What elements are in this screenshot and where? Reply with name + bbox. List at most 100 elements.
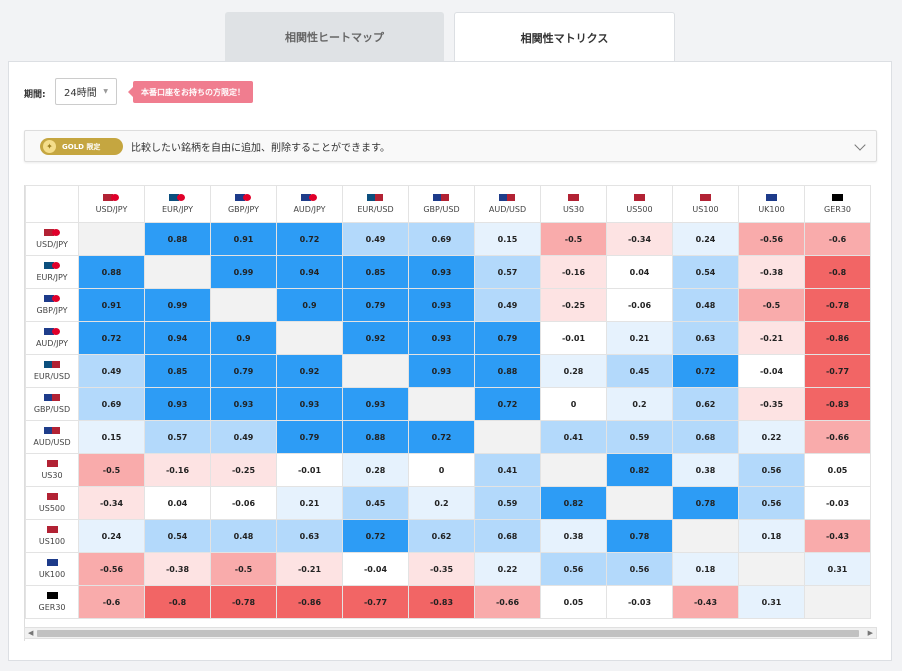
correlation-cell: -0.16 — [540, 255, 607, 289]
correlation-cell: 0.41 — [474, 453, 541, 487]
symbol-label: EUR/JPY — [36, 273, 68, 282]
correlation-cell: -0.21 — [738, 321, 805, 355]
flag-icon — [697, 194, 714, 202]
correlation-cell: -0.38 — [738, 255, 805, 289]
correlation-cell: -0.8 — [144, 585, 211, 619]
gold-feature-bar[interactable]: ✦ GOLD 限定 比較したい銘柄を自由に追加、削除することができます。 — [24, 130, 877, 162]
correlation-cell: 0.18 — [672, 552, 739, 586]
tab-matrix[interactable]: 相関性マトリクス — [454, 12, 675, 62]
tab-heatmap[interactable]: 相関性ヒートマップ — [225, 12, 444, 61]
symbol-label: EUR/USD — [357, 205, 394, 214]
correlation-cell: 0.18 — [738, 519, 805, 553]
column-header: US500 — [606, 185, 673, 223]
period-select[interactable]: 24時間 ▼ — [55, 78, 117, 105]
correlation-cell: 0.49 — [342, 222, 409, 256]
correlation-cell: -0.06 — [606, 288, 673, 322]
table-row: USD/JPY 0.88 0.91 0.72 0.49 0.69 0.15 -0.5 -0.34… — [25, 222, 871, 256]
column-header: AUD/JPY — [276, 185, 343, 223]
scroll-right-icon[interactable]: ▶ — [867, 629, 873, 637]
correlation-cell: 0.49 — [210, 420, 277, 454]
symbol-label: UK100 — [38, 570, 66, 579]
correlation-cell: -0.5 — [738, 288, 805, 322]
diagonal-cell — [210, 288, 277, 322]
scroll-left-icon[interactable]: ◀ — [28, 629, 34, 637]
table-row: AUD/USD 0.15 0.57 0.49 0.79 0.88 0.72 0.41 0.59 0… — [25, 420, 871, 454]
diagonal-cell — [672, 519, 739, 553]
flag-icon — [44, 526, 61, 534]
correlation-cell: 0.45 — [606, 354, 673, 388]
correlation-cell: 0.45 — [342, 486, 409, 520]
table-row: EUR/JPY 0.88 0.99 0.94 0.85 0.93 0.57 -0.16 0.04… — [25, 255, 871, 289]
correlation-cell: 0.48 — [672, 288, 739, 322]
table-row: GBP/USD 0.69 0.93 0.93 0.93 0.93 0.72 0 0.2 0.62-… — [25, 387, 871, 421]
correlation-cell: -0.83 — [408, 585, 475, 619]
correlation-cell: 0.63 — [672, 321, 739, 355]
correlation-cell: -0.01 — [540, 321, 607, 355]
correlation-cell: 0.9 — [210, 321, 277, 355]
row-header: UK100 — [25, 552, 79, 586]
diagonal-cell — [738, 552, 805, 586]
gold-badge: ✦ GOLD 限定 — [40, 138, 123, 155]
correlation-cell: 0.69 — [78, 387, 145, 421]
flag-icon — [631, 194, 648, 202]
column-header: UK100 — [738, 185, 805, 223]
column-header: GBP/USD — [408, 185, 475, 223]
row-header: US100 — [25, 519, 79, 553]
symbol-label: GBP/USD — [423, 205, 460, 214]
correlation-cell: -0.04 — [738, 354, 805, 388]
flag-icon — [499, 194, 516, 202]
flag-icon — [565, 194, 582, 202]
column-header: GER30 — [804, 185, 871, 223]
correlation-cell: -0.56 — [738, 222, 805, 256]
row-header: US500 — [25, 486, 79, 520]
horizontal-scrollbar[interactable]: ◀ ▶ — [24, 627, 877, 639]
symbol-label: US30 — [41, 471, 63, 480]
correlation-cell: 0.94 — [144, 321, 211, 355]
flag-icon — [44, 592, 61, 600]
correlation-cell: -0.66 — [804, 420, 871, 454]
correlation-cell: 0.28 — [540, 354, 607, 388]
correlation-cell: 0.72 — [276, 222, 343, 256]
table-row: EUR/USD 0.49 0.85 0.79 0.92 0.93 0.88 0.28 0.45 0… — [25, 354, 871, 388]
correlation-cell: -0.66 — [474, 585, 541, 619]
column-header: GBP/JPY — [210, 185, 277, 223]
row-header: AUD/USD — [25, 420, 79, 454]
period-label: 期間: — [24, 90, 46, 100]
correlation-matrix: USD/JPY EUR/JPY GBP/JPY AUD/JPY EUR/USD GBP/U… — [24, 185, 877, 641]
correlation-table: USD/JPY EUR/JPY GBP/JPY AUD/JPY EUR/USD GBP/U… — [25, 185, 871, 619]
correlation-cell: -0.01 — [276, 453, 343, 487]
symbol-label: GBP/JPY — [36, 306, 68, 315]
correlation-cell: 0.72 — [78, 321, 145, 355]
correlation-cell: 0.2 — [408, 486, 475, 520]
medal-icon: ✦ — [43, 140, 56, 153]
scrollbar-thumb[interactable] — [37, 630, 859, 637]
symbol-label: US500 — [38, 504, 66, 513]
correlation-cell: -0.43 — [804, 519, 871, 553]
correlation-cell: -0.5 — [540, 222, 607, 256]
tab-bar: 相関性ヒートマップ 相関性マトリクス — [225, 12, 675, 62]
symbol-label: UK100 — [758, 205, 785, 214]
flag-icon — [43, 394, 61, 402]
symbol-label: EUR/USD — [33, 372, 71, 381]
correlation-cell: 0.79 — [474, 321, 541, 355]
row-header: USD/JPY — [25, 222, 79, 256]
correlation-cell: 0 — [540, 387, 607, 421]
correlation-cell: 0.93 — [342, 387, 409, 421]
correlation-cell: 0.24 — [672, 222, 739, 256]
correlation-cell: -0.16 — [144, 453, 211, 487]
correlation-cell: -0.86 — [804, 321, 871, 355]
row-header: GBP/JPY — [25, 288, 79, 322]
correlation-cell: -0.6 — [78, 585, 145, 619]
chevron-down-icon: ▼ — [103, 88, 108, 95]
correlation-cell: 0.68 — [474, 519, 541, 553]
symbol-label: US500 — [626, 205, 653, 214]
correlation-cell: 0.92 — [276, 354, 343, 388]
table-row: US30 -0.5 -0.16 -0.25 -0.01 0.28 0 0.41 0.82 0.38… — [25, 453, 871, 487]
chevron-down-icon[interactable] — [854, 139, 866, 151]
row-header: GBP/USD — [25, 387, 79, 421]
correlation-cell: 0.88 — [78, 255, 145, 289]
correlation-cell: -0.8 — [804, 255, 871, 289]
correlation-cell: 0.63 — [276, 519, 343, 553]
correlation-cell: -0.04 — [342, 552, 409, 586]
symbol-label: US100 — [38, 537, 66, 546]
